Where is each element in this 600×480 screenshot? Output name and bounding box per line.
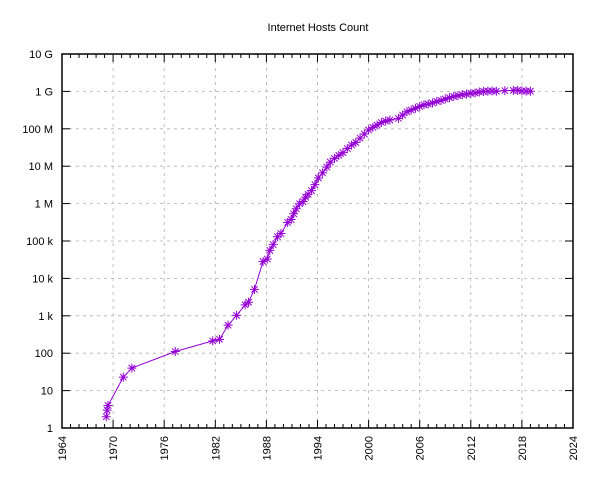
- data-point: [170, 347, 180, 357]
- data-point: [410, 103, 420, 113]
- data-point: [330, 153, 340, 163]
- data-point: [347, 140, 357, 150]
- x-tick-label: 1970: [108, 436, 120, 460]
- data-point: [385, 115, 395, 125]
- y-tick-label: 10 G: [29, 49, 53, 61]
- series-hosts: [101, 85, 535, 422]
- x-tick-label: 2006: [415, 436, 427, 460]
- data-point: [103, 400, 113, 410]
- data-point: [376, 118, 386, 128]
- y-tick-label: 100: [35, 348, 53, 360]
- data-point: [359, 129, 369, 139]
- data-point: [432, 96, 442, 106]
- data-point: [427, 98, 437, 108]
- chart-title: Internet Hosts Count: [268, 22, 369, 34]
- data-point: [457, 90, 467, 100]
- y-tick-label: 10 M: [29, 161, 53, 173]
- y-tick-label: 10 k: [32, 273, 53, 285]
- x-tick-label: 2018: [517, 436, 529, 460]
- axes: 1 10 100 1 k 10 k 100 k 1 M 10 M 100 M 1 G 10 G 196…: [22, 49, 580, 460]
- data-point: [445, 93, 455, 103]
- data-point: [310, 180, 320, 190]
- data-point: [462, 89, 472, 99]
- series-line: [105, 89, 531, 417]
- data-point: [402, 107, 412, 117]
- data-point: [289, 209, 299, 219]
- data-point: [398, 110, 408, 120]
- data-point: [295, 199, 305, 209]
- data-point: [286, 214, 296, 224]
- data-point: [453, 91, 463, 101]
- data-point: [415, 101, 425, 111]
- x-tick-label: 2012: [466, 436, 478, 460]
- data-point: [313, 173, 323, 183]
- data-point: [102, 405, 112, 415]
- data-point: [258, 257, 268, 267]
- data-point: [244, 297, 254, 307]
- x-tick-label: 2024: [568, 436, 580, 460]
- data-point: [500, 86, 510, 96]
- data-point: [240, 300, 250, 310]
- data-point: [351, 137, 361, 147]
- y-tick-label: 1 M: [35, 199, 53, 211]
- data-point: [406, 105, 416, 115]
- data-point: [364, 125, 374, 135]
- data-point: [470, 88, 480, 98]
- data-point: [272, 232, 282, 242]
- x-tick-label: 2000: [364, 436, 376, 460]
- data-point: [372, 120, 382, 130]
- data-point: [298, 197, 308, 207]
- data-point: [449, 91, 459, 101]
- data-point: [342, 144, 352, 154]
- y-tick-label: 1 G: [35, 86, 53, 98]
- data-point: [355, 133, 365, 143]
- data-point: [419, 100, 429, 110]
- x-tick-label: 1988: [261, 436, 273, 460]
- data-point: [423, 99, 433, 109]
- data-point: [127, 363, 137, 373]
- data-point: [208, 336, 218, 346]
- data-point: [318, 168, 328, 178]
- grid: [62, 54, 573, 428]
- data-point: [393, 113, 403, 123]
- data-point: [223, 320, 233, 330]
- data-point: [307, 186, 317, 196]
- data-point: [525, 86, 535, 96]
- data-point: [265, 245, 275, 255]
- data-point: [338, 148, 348, 158]
- data-point: [249, 284, 259, 294]
- data-point: [325, 157, 335, 167]
- data-point: [268, 240, 278, 250]
- data-point: [381, 116, 391, 126]
- x-tick-label: 1976: [159, 436, 171, 460]
- data-point: [291, 204, 301, 214]
- x-tick-label: 1994: [313, 436, 325, 460]
- y-tick-label: 1 k: [38, 311, 53, 323]
- data-point: [474, 87, 484, 97]
- plot-border: [61, 53, 574, 429]
- data-point: [262, 254, 272, 264]
- x-tick-label: 1964: [57, 436, 69, 460]
- data-point: [322, 162, 332, 172]
- data-point: [368, 122, 378, 132]
- y-tick-label: 100 M: [22, 124, 53, 136]
- y-tick-label: 1: [47, 423, 53, 435]
- data-point: [440, 94, 450, 104]
- data-point: [215, 334, 225, 344]
- y-tick-label: 100 k: [26, 236, 53, 248]
- data-point: [513, 85, 523, 95]
- y-tick-label: 10: [41, 386, 53, 398]
- data-point: [276, 228, 286, 238]
- data-point: [101, 412, 111, 422]
- data-point: [232, 310, 242, 320]
- data-point: [118, 372, 128, 382]
- data-point: [491, 86, 501, 96]
- data-point: [303, 189, 313, 199]
- data-point: [334, 150, 344, 160]
- data-point: [436, 96, 446, 106]
- x-tick-label: 1982: [210, 436, 222, 460]
